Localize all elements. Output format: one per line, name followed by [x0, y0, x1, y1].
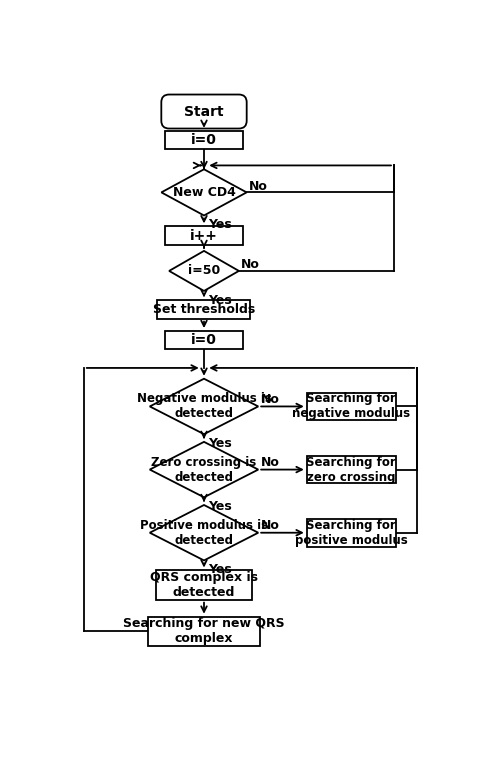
Text: Yes: Yes — [208, 218, 231, 231]
Bar — [306, 393, 395, 421]
Text: Yes: Yes — [208, 563, 231, 576]
Text: Positive modulus is
detected: Positive modulus is detected — [140, 519, 268, 547]
Text: Yes: Yes — [208, 500, 231, 513]
Text: i++: i++ — [190, 228, 217, 242]
Text: Yes: Yes — [208, 294, 231, 307]
Text: i=50: i=50 — [187, 265, 220, 278]
Bar — [165, 331, 242, 349]
Bar — [165, 226, 242, 245]
Bar — [157, 300, 250, 318]
Text: New CD4: New CD4 — [172, 186, 235, 199]
Text: i=0: i=0 — [191, 133, 216, 147]
Text: Negative modulus is
detected: Negative modulus is detected — [136, 392, 271, 421]
Text: Set thresholds: Set thresholds — [152, 303, 255, 316]
Text: Zero crossing is
detected: Zero crossing is detected — [151, 455, 256, 484]
Polygon shape — [169, 251, 239, 291]
Bar — [306, 456, 395, 484]
Text: i=0: i=0 — [191, 333, 216, 348]
Polygon shape — [161, 169, 246, 215]
Bar — [165, 131, 242, 149]
Bar — [155, 571, 252, 600]
Bar — [148, 617, 259, 646]
Text: Searching for
positive modulus: Searching for positive modulus — [294, 519, 407, 547]
Text: No: No — [241, 258, 259, 271]
Text: Searching for
negative modulus: Searching for negative modulus — [291, 392, 409, 421]
Text: No: No — [261, 456, 280, 469]
Text: Searching for
zero crossing: Searching for zero crossing — [306, 455, 395, 484]
Text: No: No — [261, 519, 280, 532]
Text: Searching for new QRS
complex: Searching for new QRS complex — [123, 618, 284, 645]
Text: QRS complex is
detected: QRS complex is detected — [150, 571, 257, 599]
Text: Start: Start — [184, 105, 223, 118]
Text: No: No — [261, 393, 280, 406]
Text: No: No — [248, 180, 267, 193]
Polygon shape — [150, 442, 257, 498]
Polygon shape — [150, 505, 257, 561]
Polygon shape — [150, 378, 257, 434]
FancyBboxPatch shape — [161, 95, 246, 128]
Bar — [306, 519, 395, 547]
Text: Yes: Yes — [208, 437, 231, 450]
